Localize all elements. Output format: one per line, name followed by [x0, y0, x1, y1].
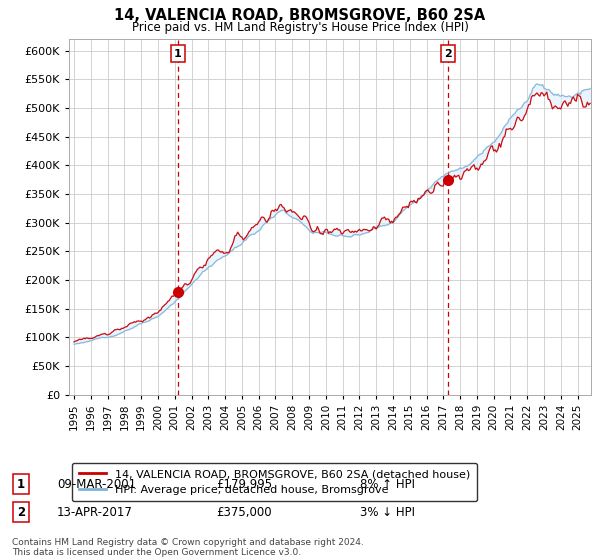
Text: 14, VALENCIA ROAD, BROMSGROVE, B60 2SA: 14, VALENCIA ROAD, BROMSGROVE, B60 2SA	[115, 8, 485, 24]
Text: 8% ↑ HPI: 8% ↑ HPI	[360, 478, 415, 491]
Text: 2: 2	[444, 49, 452, 59]
Text: £375,000: £375,000	[216, 506, 272, 519]
Text: 1: 1	[174, 49, 182, 59]
Text: 13-APR-2017: 13-APR-2017	[57, 506, 133, 519]
Text: £179,995: £179,995	[216, 478, 272, 491]
Text: 3% ↓ HPI: 3% ↓ HPI	[360, 506, 415, 519]
Text: 2: 2	[17, 506, 25, 519]
Legend: 14, VALENCIA ROAD, BROMSGROVE, B60 2SA (detached house), HPI: Average price, det: 14, VALENCIA ROAD, BROMSGROVE, B60 2SA (…	[72, 463, 477, 501]
Text: Contains HM Land Registry data © Crown copyright and database right 2024.
This d: Contains HM Land Registry data © Crown c…	[12, 538, 364, 557]
Text: Price paid vs. HM Land Registry's House Price Index (HPI): Price paid vs. HM Land Registry's House …	[131, 21, 469, 34]
Text: 1: 1	[17, 478, 25, 491]
Text: 09-MAR-2001: 09-MAR-2001	[57, 478, 136, 491]
